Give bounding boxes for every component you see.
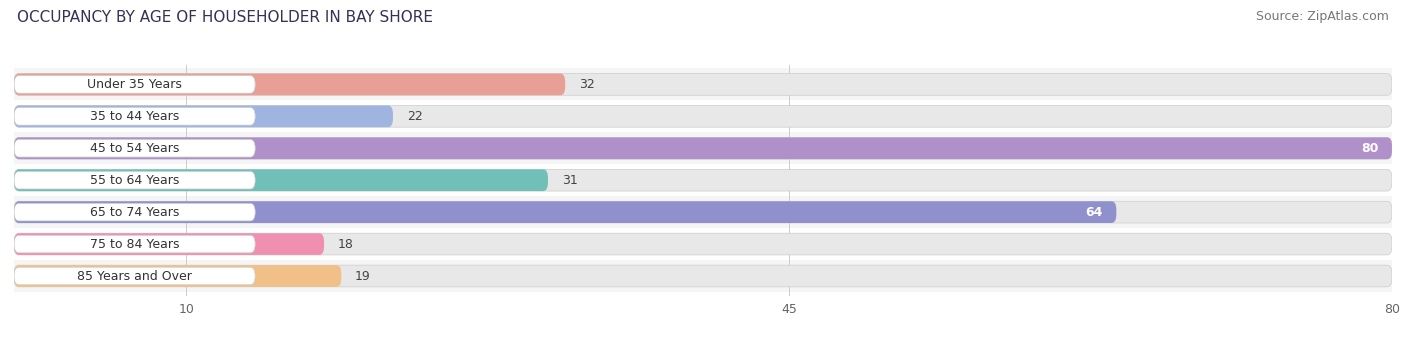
FancyBboxPatch shape: [14, 105, 394, 127]
FancyBboxPatch shape: [14, 73, 565, 95]
FancyBboxPatch shape: [14, 105, 1392, 127]
FancyBboxPatch shape: [14, 265, 342, 287]
Text: 75 to 84 Years: 75 to 84 Years: [90, 238, 180, 251]
Text: OCCUPANCY BY AGE OF HOUSEHOLDER IN BAY SHORE: OCCUPANCY BY AGE OF HOUSEHOLDER IN BAY S…: [17, 10, 433, 25]
Text: 31: 31: [562, 174, 578, 187]
FancyBboxPatch shape: [14, 201, 1392, 223]
FancyBboxPatch shape: [14, 233, 1392, 255]
Text: Under 35 Years: Under 35 Years: [87, 78, 181, 91]
FancyBboxPatch shape: [14, 169, 1392, 191]
FancyBboxPatch shape: [14, 137, 1392, 159]
Text: 85 Years and Over: 85 Years and Over: [77, 270, 193, 283]
FancyBboxPatch shape: [14, 169, 548, 191]
Text: Source: ZipAtlas.com: Source: ZipAtlas.com: [1256, 10, 1389, 23]
FancyBboxPatch shape: [14, 267, 256, 285]
FancyBboxPatch shape: [14, 68, 1392, 100]
Text: 64: 64: [1085, 206, 1102, 219]
FancyBboxPatch shape: [14, 164, 1392, 196]
FancyBboxPatch shape: [14, 73, 1392, 95]
Text: 45 to 54 Years: 45 to 54 Years: [90, 142, 180, 155]
FancyBboxPatch shape: [14, 260, 1392, 292]
FancyBboxPatch shape: [14, 132, 1392, 164]
FancyBboxPatch shape: [14, 265, 1392, 287]
FancyBboxPatch shape: [14, 171, 256, 189]
FancyBboxPatch shape: [14, 107, 256, 125]
FancyBboxPatch shape: [14, 139, 256, 157]
Text: 65 to 74 Years: 65 to 74 Years: [90, 206, 180, 219]
Text: 19: 19: [356, 270, 371, 283]
FancyBboxPatch shape: [14, 196, 1392, 228]
Text: 55 to 64 Years: 55 to 64 Years: [90, 174, 180, 187]
FancyBboxPatch shape: [14, 201, 1116, 223]
FancyBboxPatch shape: [14, 233, 325, 255]
FancyBboxPatch shape: [14, 75, 256, 93]
Text: 35 to 44 Years: 35 to 44 Years: [90, 110, 179, 123]
FancyBboxPatch shape: [14, 235, 256, 253]
FancyBboxPatch shape: [14, 228, 1392, 260]
Text: 80: 80: [1361, 142, 1378, 155]
Text: 18: 18: [337, 238, 354, 251]
Text: 32: 32: [579, 78, 595, 91]
Text: 22: 22: [406, 110, 423, 123]
FancyBboxPatch shape: [14, 203, 256, 221]
FancyBboxPatch shape: [14, 137, 1392, 159]
FancyBboxPatch shape: [14, 100, 1392, 132]
